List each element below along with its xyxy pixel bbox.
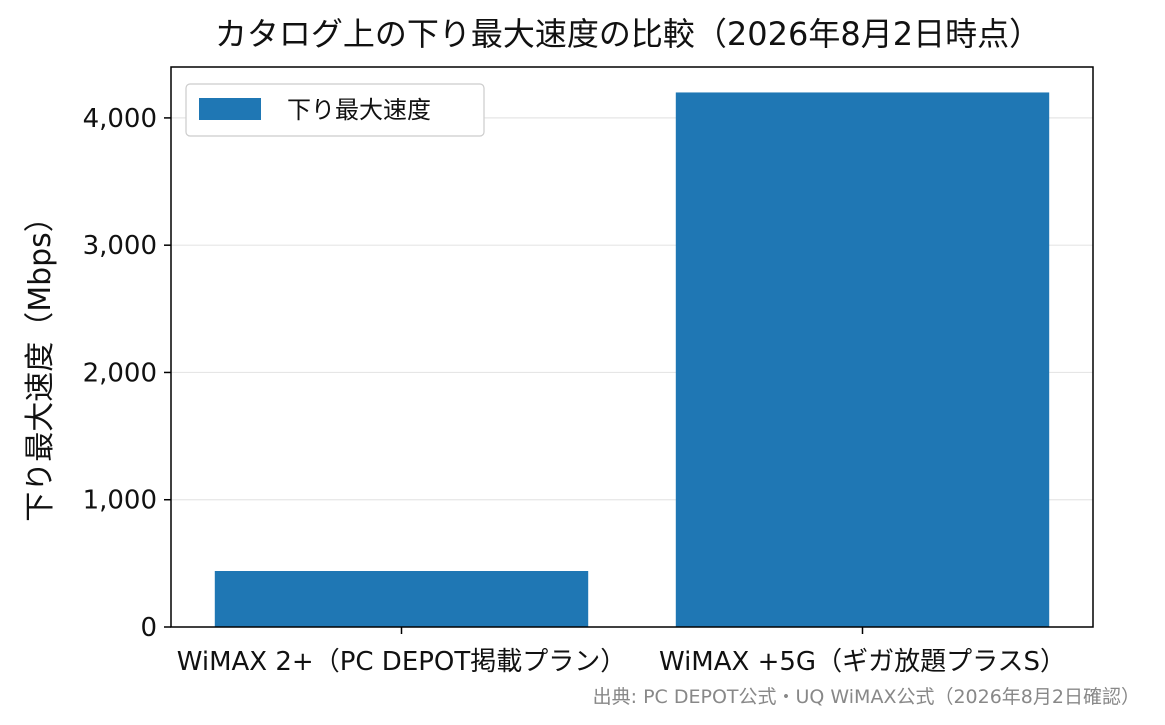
y-tick-label: 0	[140, 613, 157, 643]
y-tick-label: 1,000	[83, 486, 157, 516]
y-tick-label: 2,000	[83, 358, 157, 388]
x-axis-ticks: WiMAX 2+（PC DEPOT掲載プラン） WiMAX +5G（ギガ放題プラス…	[177, 627, 1066, 677]
legend-swatch	[199, 98, 261, 120]
x-tick-label: WiMAX +5G（ギガ放題プラスS）	[659, 647, 1066, 677]
bar	[675, 92, 1050, 628]
x-tick-label: WiMAX 2+（PC DEPOT掲載プラン）	[177, 647, 627, 677]
legend-box	[185, 83, 485, 137]
bar	[214, 571, 589, 627]
legend-label: 下り最大速度	[287, 96, 431, 124]
y-axis-label: 下り最大速度（Mbps）	[23, 202, 58, 522]
y-tick-label: 4,000	[83, 104, 157, 134]
legend: 下り最大速度	[185, 83, 485, 137]
y-tick-label: 3,000	[83, 231, 157, 261]
y-axis-ticks: 0 1,000 2,000 3,000 4,000	[83, 104, 171, 643]
bars	[214, 92, 1050, 628]
chart-title: カタログ上の下り最大速度の比較（2026年8月2日時点）	[215, 15, 1041, 53]
plot-frame	[170, 66, 1094, 628]
source-note: 出典: PC DEPOT公式・UQ WiMAX公式（2026年8月2日確認）	[593, 686, 1140, 708]
